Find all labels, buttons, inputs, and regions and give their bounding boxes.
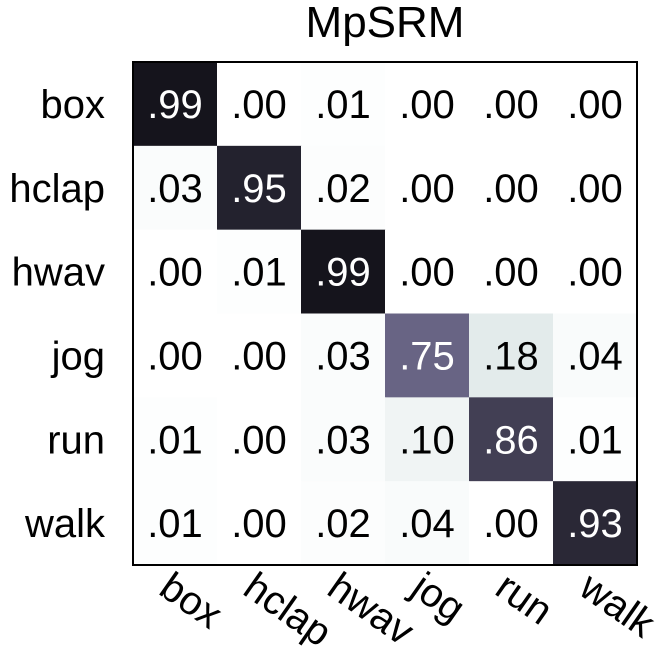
cell-value-label: .00: [483, 167, 539, 211]
heatmap-cell: [217, 397, 302, 482]
heatmap-cell: [217, 481, 302, 566]
row-labels: box hclap hwav jog run walk: [9, 83, 106, 546]
heatmap-cell: [301, 313, 386, 398]
cell-value-label: .01: [147, 502, 203, 546]
heatmap-cell: [469, 313, 554, 398]
heatmap-cell: [133, 62, 218, 147]
cell-value-label: .18: [483, 334, 539, 378]
heatmap-cell: [133, 481, 218, 566]
cell-value-label: .10: [399, 418, 455, 462]
cell-value-label: .00: [567, 167, 623, 211]
row-label: walk: [24, 502, 106, 546]
heatmap-cells: [133, 62, 638, 566]
cell-value-label: .02: [315, 167, 371, 211]
cell-value-label: .00: [483, 502, 539, 546]
heatmap-cell: [301, 229, 386, 314]
row-label: hclap: [9, 167, 105, 211]
heatmap-cell: [385, 313, 470, 398]
cell-value-labels: .99 .00 .01 .00 .00 .00 .03 .95 .02 .00 .00 .00 .00.…: [147, 83, 623, 546]
heatmap-cell: [217, 62, 302, 147]
heatmap-cell: [385, 229, 470, 314]
heatmap-cell: [469, 397, 554, 482]
cell-value-label: .00: [231, 418, 287, 462]
cell-value-label: .86: [483, 418, 539, 462]
cell-value-label: .01: [147, 418, 203, 462]
cell-value-label: .00: [399, 167, 455, 211]
cell-value-label: .00: [399, 83, 455, 127]
cell-value-label: .01: [315, 83, 371, 127]
heatmap-cell: [217, 313, 302, 398]
column-label: run: [488, 564, 561, 633]
cell-value-label: .00: [483, 251, 539, 295]
chart-title: MpSRM: [306, 0, 465, 47]
cell-value-label: .00: [567, 251, 623, 295]
plot-frame: [132, 61, 638, 566]
column-label: hwav: [320, 564, 422, 654]
cell-value-label: .00: [567, 83, 623, 127]
heatmap-cell: [133, 313, 218, 398]
heatmap-cell: [385, 397, 470, 482]
heatmap-cell: [301, 62, 386, 147]
heatmap-cell: [553, 229, 638, 314]
heatmap-cell: [553, 397, 638, 482]
column-label: box: [152, 564, 230, 637]
row-label: box: [41, 83, 106, 127]
cell-value-label: .00: [483, 83, 539, 127]
cell-value-label: .00: [231, 334, 287, 378]
heatmap-cell: [469, 481, 554, 566]
heatmap-cell: [553, 62, 638, 147]
cell-value-label: .75: [399, 334, 455, 378]
column-label: hclap: [236, 564, 340, 655]
cell-value-label: .93: [567, 502, 623, 546]
cell-value-label: .03: [147, 167, 203, 211]
heatmap-cell: [469, 145, 554, 231]
heatmap-cell: [301, 145, 386, 231]
cell-value-label: .03: [315, 418, 371, 462]
heatmap-cell: [301, 397, 386, 482]
cell-value-label: .04: [567, 334, 623, 378]
heatmap-cell: [217, 145, 302, 231]
heatmap-cell: [385, 62, 470, 147]
cell-value-label: .00: [147, 251, 203, 295]
row-label: hwav: [12, 251, 105, 295]
cell-value-label: .95: [231, 167, 287, 211]
cell-value-label: .01: [231, 251, 287, 295]
heatmap-cell: [217, 229, 302, 314]
cell-value-label: .02: [315, 502, 371, 546]
heatmap-cell: [469, 229, 554, 314]
heatmap-cell: [553, 145, 638, 231]
cell-value-label: .00: [231, 502, 287, 546]
column-label: walk: [571, 564, 657, 647]
heatmap-cell: [469, 62, 554, 147]
row-label: run: [47, 418, 105, 462]
cell-value-label: .04: [399, 502, 455, 546]
heatmap-cell: [385, 145, 470, 231]
row-label: jog: [51, 334, 105, 378]
cell-value-label: .99: [147, 83, 203, 127]
cell-value-label: .00: [399, 251, 455, 295]
cell-value-label: .00: [147, 334, 203, 378]
heatmap-cell: [133, 397, 218, 482]
heatmap-cell: [553, 481, 638, 566]
heatmap-cell: [133, 229, 218, 314]
cell-value-label: .01: [567, 418, 623, 462]
cell-value-label: .99: [315, 251, 371, 295]
heatmap-cell: [553, 313, 638, 398]
heatmap-cell: [385, 481, 470, 566]
heatmap-cell: [301, 481, 386, 566]
cell-value-label: .00: [231, 83, 287, 127]
cell-value-label: .03: [315, 334, 371, 378]
heatmap-cell: [133, 145, 218, 231]
